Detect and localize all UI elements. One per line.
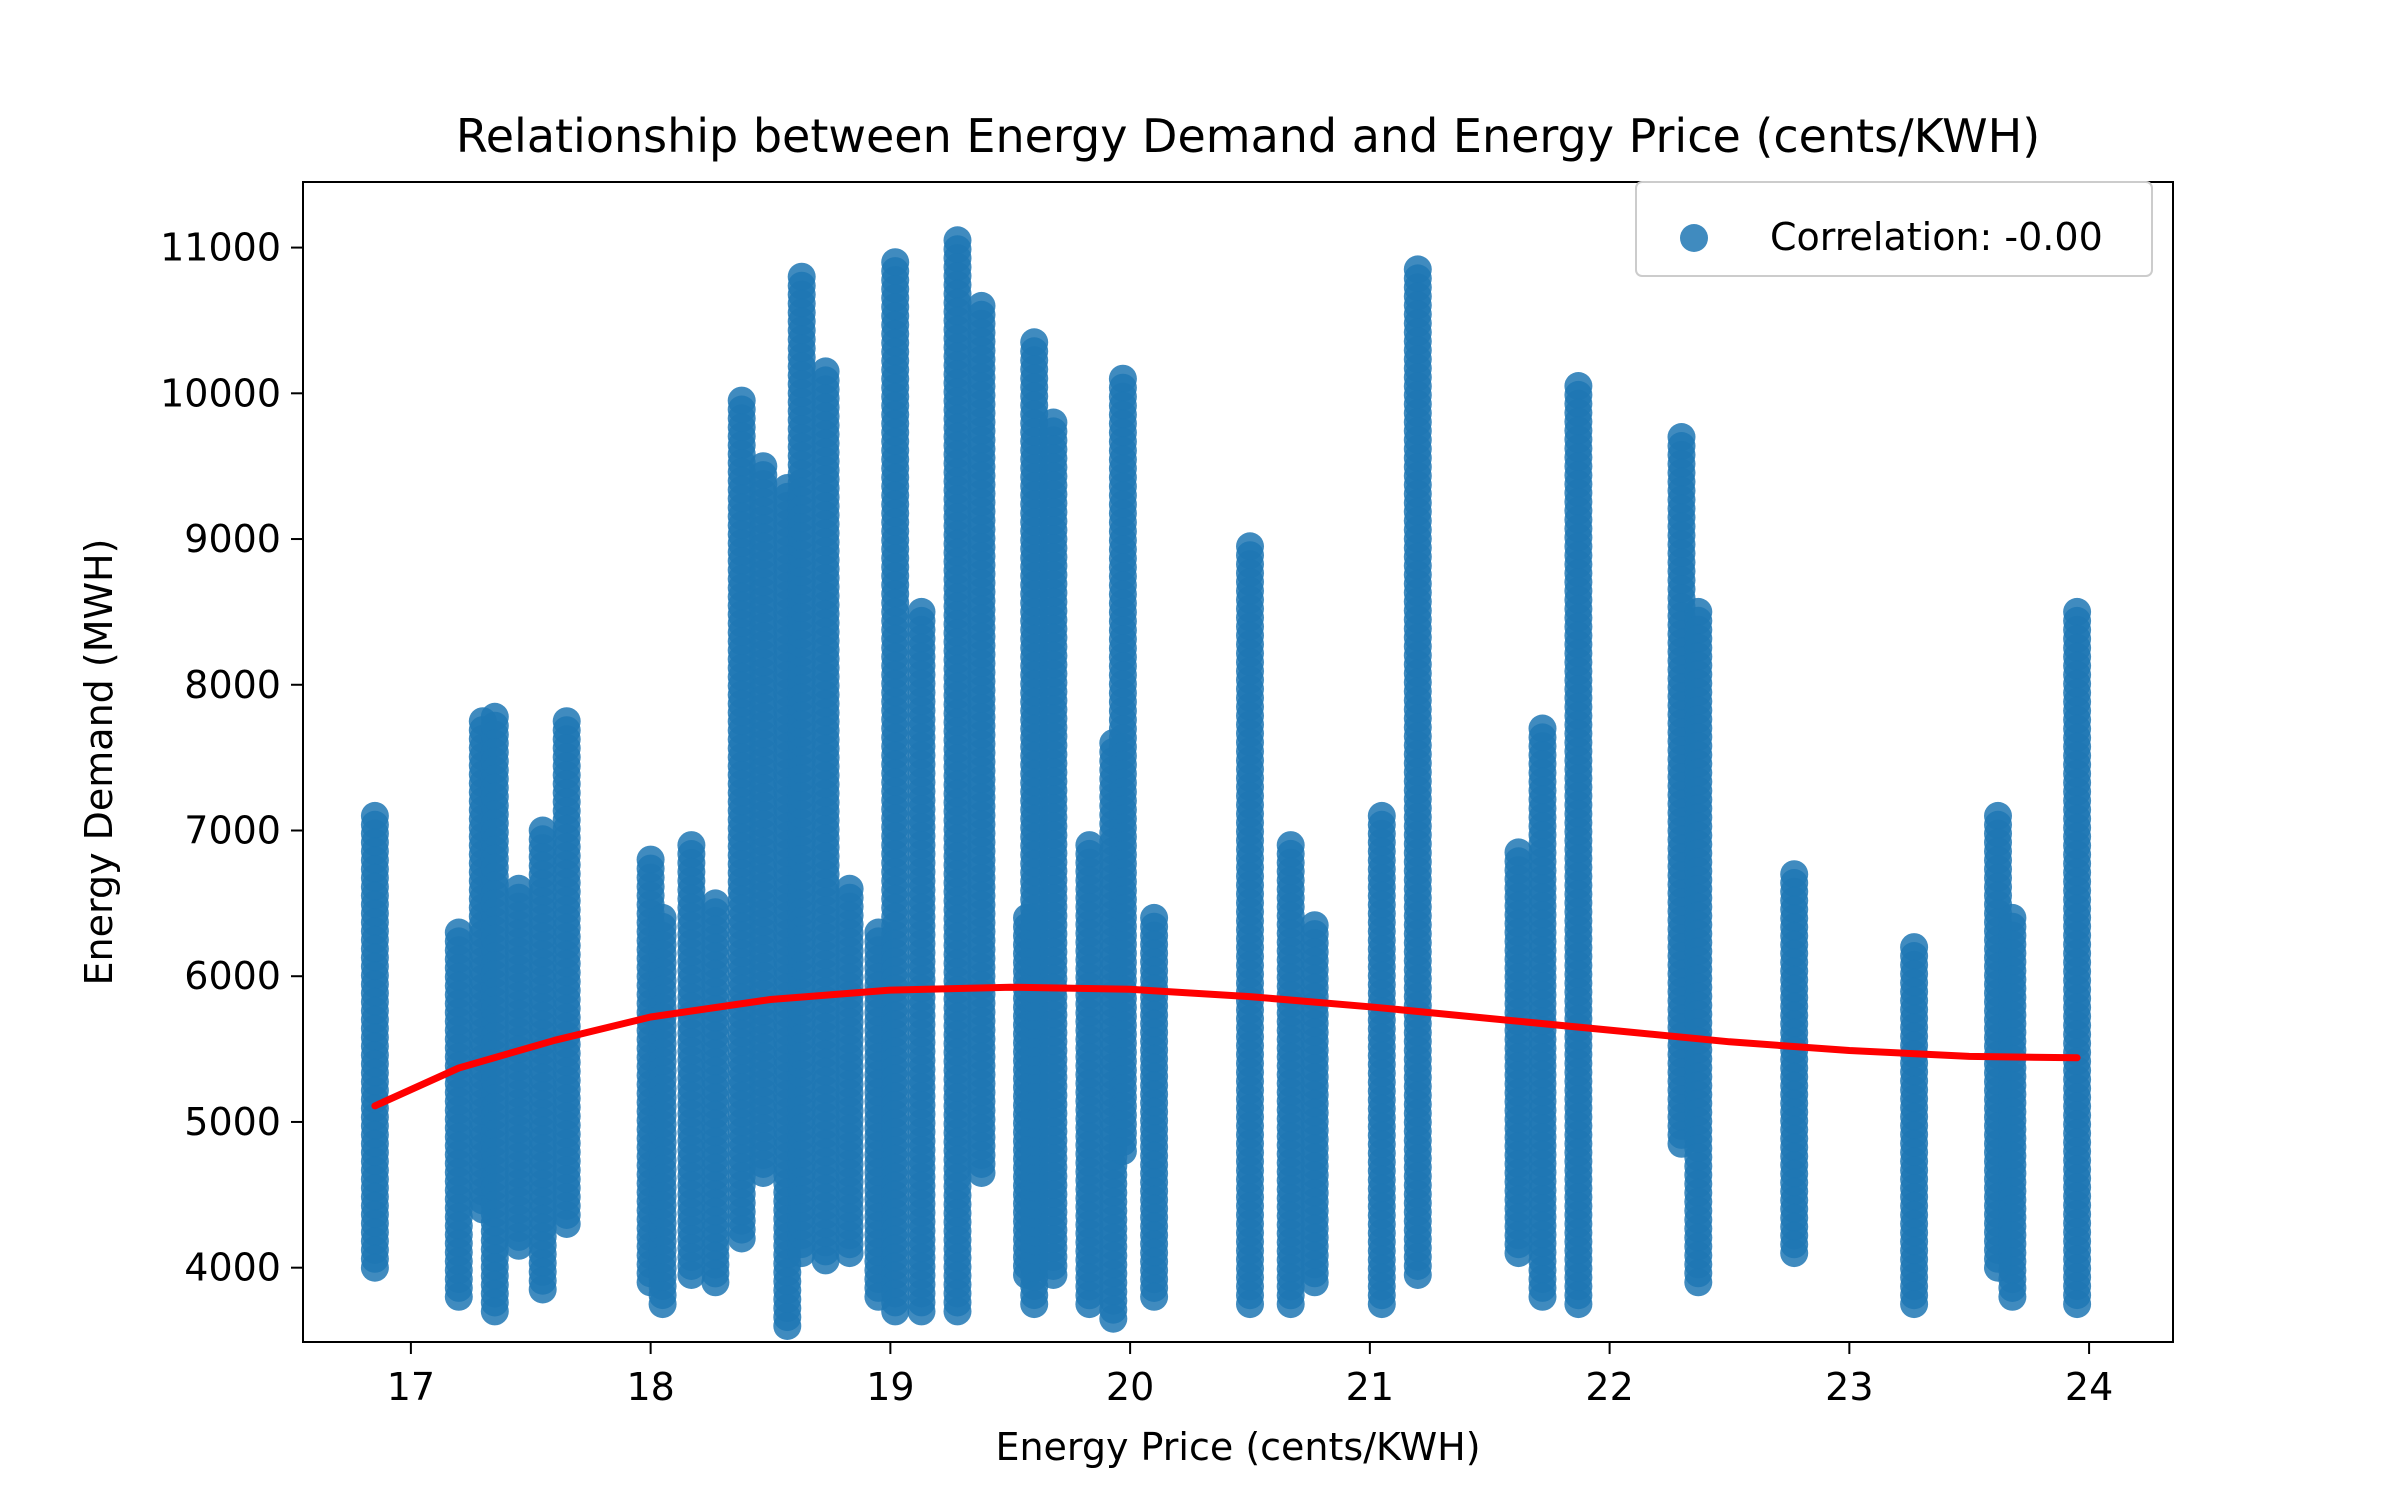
y-tick-label: 4000 — [184, 1246, 281, 1290]
y-tick-label: 11000 — [160, 226, 281, 270]
data-point — [1075, 1290, 1104, 1319]
data-point — [1780, 1239, 1809, 1268]
data-point — [2063, 1290, 2092, 1319]
data-point — [528, 1275, 557, 1304]
legend-marker — [1680, 224, 1708, 252]
chart-title: Relationship between Energy Demand and E… — [456, 109, 2040, 163]
trend-line-layer — [371, 983, 2081, 1110]
y-tick-label: 9000 — [184, 517, 281, 561]
y-tick-label: 8000 — [184, 663, 281, 707]
data-point — [480, 1297, 509, 1326]
data-point — [727, 1224, 756, 1253]
trend-line — [371, 983, 2081, 1110]
y-axis: 4000 5000 6000 7000 8000 9000 10000 11000 — [160, 226, 303, 1290]
x-axis-label: Energy Price (cents/KWH) — [995, 1425, 1480, 1469]
x-tick-label: 22 — [1585, 1365, 1633, 1409]
data-point — [1504, 1239, 1533, 1268]
points-layer — [360, 226, 2092, 1340]
data-point — [1236, 1290, 1264, 1319]
data-point — [943, 1297, 972, 1326]
x-tick-label: 21 — [1346, 1365, 1394, 1409]
data-point — [835, 1239, 864, 1268]
y-tick-label: 5000 — [184, 1100, 281, 1144]
y-axis-label: Energy Demand (MWH) — [77, 539, 121, 986]
plot-frame — [302, 181, 2174, 1343]
data-point — [552, 1210, 581, 1238]
data-point — [811, 1246, 840, 1275]
data-point — [1564, 1290, 1593, 1319]
data-point — [360, 1253, 389, 1282]
data-point — [1528, 1282, 1557, 1311]
data-point — [1039, 1261, 1068, 1289]
data-point — [967, 1159, 996, 1187]
data-point — [1099, 1304, 1128, 1333]
x-tick-label: 20 — [1106, 1365, 1154, 1409]
data-point — [1300, 1268, 1329, 1297]
data-point — [1108, 1137, 1137, 1166]
data-point — [1998, 1282, 2027, 1311]
data-point — [773, 1312, 802, 1340]
x-tick-label: 24 — [2065, 1365, 2113, 1409]
data-point — [1684, 1268, 1713, 1297]
x-tick-label: 19 — [866, 1365, 914, 1409]
x-tick-label: 18 — [626, 1365, 674, 1409]
data-point — [444, 1282, 473, 1311]
data-point — [1140, 1282, 1169, 1311]
data-point — [749, 1159, 778, 1187]
data-point — [701, 1268, 730, 1297]
data-point — [677, 1261, 706, 1289]
data-point — [1276, 1290, 1305, 1319]
data-point — [1367, 1290, 1396, 1319]
data-point — [907, 1297, 936, 1326]
x-tick-label: 17 — [387, 1365, 435, 1409]
data-point — [648, 1290, 677, 1319]
data-point — [787, 1239, 816, 1268]
x-axis: 17 18 19 20 21 22 23 24 — [387, 1342, 2113, 1409]
data-point — [1900, 1290, 1929, 1319]
x-tick-label: 23 — [1825, 1365, 1873, 1409]
legend-label: Correlation: -0.00 — [1770, 215, 2103, 259]
legend: Correlation: -0.00 — [1635, 181, 2153, 277]
y-tick-label: 6000 — [184, 954, 281, 998]
data-point — [881, 1297, 910, 1326]
data-point — [504, 1231, 533, 1260]
data-point — [1020, 1290, 1049, 1319]
y-tick-label: 10000 — [160, 371, 281, 415]
y-tick-label: 7000 — [184, 808, 281, 852]
legend-box — [1635, 181, 2153, 277]
data-point — [1403, 1261, 1432, 1289]
